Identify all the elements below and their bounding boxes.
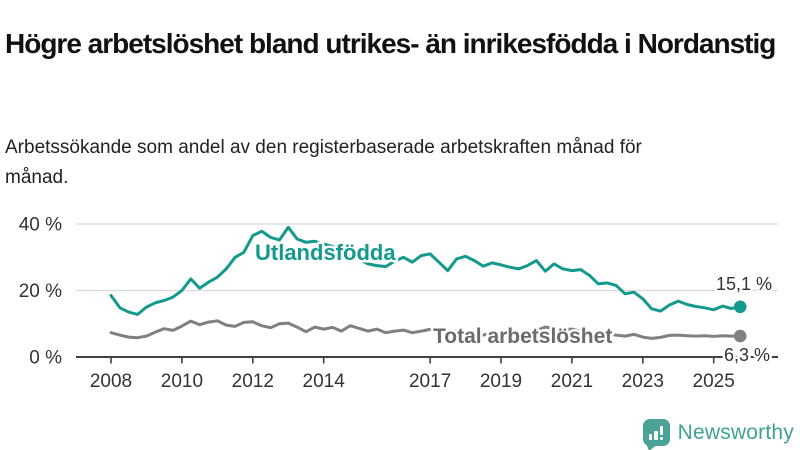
- series-end-dot-1: [733, 329, 747, 343]
- x-tick-label: 2008: [90, 371, 132, 392]
- bar-chart-speech-bubble-icon: [642, 419, 670, 450]
- newsworthy-logo: Newsworthy: [642, 419, 794, 450]
- x-tick-label: 2010: [161, 371, 203, 392]
- x-tick-label: 2017: [409, 371, 451, 392]
- newsworthy-wordmark: Newsworthy: [677, 420, 794, 444]
- speech-bubble-tail: [646, 445, 657, 450]
- end-value-label-0: 15,1 %: [716, 274, 772, 294]
- series-label-1: Total arbetslöshet: [433, 325, 612, 348]
- x-tick-label: 2025: [693, 371, 735, 392]
- y-tick-label: 20 %: [19, 281, 62, 302]
- x-tick-label: 2014: [303, 371, 346, 392]
- series-line-1: [109, 319, 742, 340]
- series-end-dot-0: [733, 300, 747, 314]
- y-tick-label: 40 %: [19, 215, 62, 236]
- x-tick-label: 2019: [480, 371, 522, 392]
- x-tick-label: 2021: [551, 371, 593, 392]
- x-tick-label: 2023: [622, 371, 664, 392]
- page-title: Högre arbetslöshet bland utrikes- än inr…: [5, 27, 776, 59]
- series-label-0: Utlandsfödda: [255, 240, 396, 265]
- series-line-0: [109, 225, 742, 316]
- x-tick-label: 2012: [232, 371, 274, 392]
- page-subtitle: Arbetssökande som andel av den registerb…: [5, 137, 642, 188]
- y-tick-label: 0 %: [29, 348, 62, 369]
- end-value-label-1: 6,3 %: [724, 345, 770, 365]
